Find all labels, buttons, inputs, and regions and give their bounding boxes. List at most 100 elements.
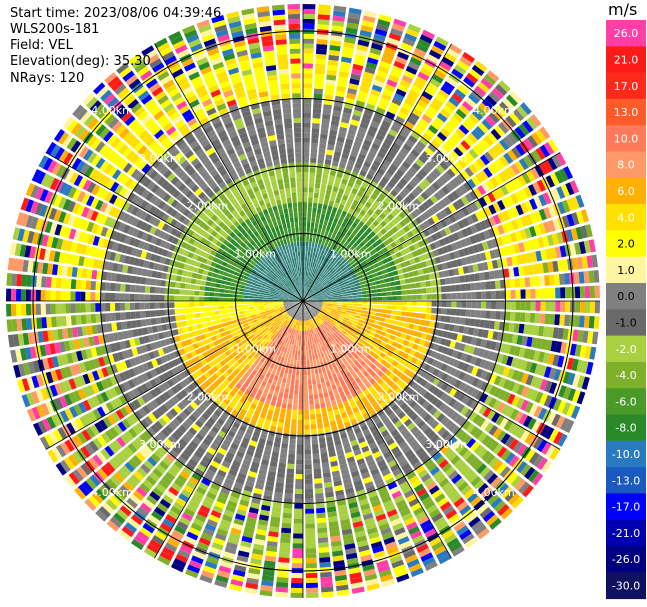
velocity-gate: [306, 355, 310, 361]
velocity-gate: [286, 348, 291, 354]
velocity-gate: [313, 286, 318, 291]
velocity-gate: [316, 305, 322, 308]
velocity-gate: [357, 297, 363, 301]
velocity-gate: [307, 216, 311, 223]
velocity-gate: [396, 290, 402, 296]
velocity-gate: [547, 261, 554, 273]
velocity-gate: [244, 432, 252, 440]
velocity-gate: [325, 84, 335, 91]
velocity-gate: [267, 409, 274, 416]
velocity-gate: [260, 433, 268, 440]
velocity-gate: [467, 132, 478, 144]
velocity-gate: [304, 305, 307, 311]
velocity-gate: [311, 284, 316, 290]
velocity-gate: [361, 260, 367, 266]
velocity-gate: [304, 315, 307, 321]
velocity-gate: [486, 260, 494, 270]
velocity-gate: [307, 295, 312, 299]
velocity-gate: [343, 268, 349, 274]
velocity-gate: [314, 483, 323, 489]
velocity-gate: [469, 318, 476, 327]
velocity-gate: [401, 445, 411, 454]
velocity-gate: [233, 481, 244, 490]
velocity-gate: [453, 146, 464, 157]
velocity-gate: [453, 369, 462, 379]
velocity-gate: [335, 349, 341, 355]
velocity-gate: [334, 146, 343, 153]
velocity-gate: [329, 285, 335, 289]
velocity-gate: [306, 304, 310, 309]
velocity-gate: [314, 68, 325, 75]
velocity-gate: [263, 387, 270, 394]
velocity-gate: [379, 163, 388, 172]
velocity-gate: [223, 456, 233, 464]
velocity-gate: [415, 262, 423, 270]
velocity-gate: [329, 195, 336, 202]
velocity-gate: [311, 273, 315, 279]
velocity-gate: [456, 230, 465, 240]
velocity-gate: [418, 118, 430, 128]
velocity-gate: [416, 331, 423, 339]
velocity-gate: [318, 367, 323, 374]
velocity-gate: [318, 223, 323, 230]
velocity-gate: [543, 395, 553, 408]
velocity-gate: [360, 313, 366, 318]
velocity-gate: [547, 205, 557, 218]
velocity-gate: [307, 303, 312, 307]
velocity-gate: [354, 530, 366, 538]
velocity-gate: [307, 299, 313, 301]
velocity-gate: [356, 306, 363, 310]
velocity-gate: [525, 361, 533, 373]
velocity-gate: [404, 260, 411, 267]
velocity-gate: [487, 164, 497, 175]
velocity-gate: [315, 408, 321, 415]
velocity-gate: [402, 233, 410, 241]
velocity-gate: [316, 212, 321, 219]
velocity-gate: [297, 355, 301, 361]
velocity-gate: [455, 428, 465, 439]
velocity-gate: [383, 232, 391, 240]
velocity-gate: [303, 177, 309, 183]
velocity-gate: [391, 305, 397, 310]
velocity-gate: [446, 348, 454, 357]
velocity-gate: [388, 128, 398, 138]
velocity-gate: [310, 307, 315, 311]
velocity-gate: [470, 213, 479, 223]
velocity-gate: [315, 58, 326, 65]
velocity-gate: [388, 324, 394, 330]
velocity-gate: [464, 193, 474, 203]
velocity-gate: [278, 339, 283, 346]
velocity-gate: [311, 142, 318, 149]
velocity-gate: [370, 541, 383, 549]
velocity-gate: [316, 163, 324, 169]
velocity-gate: [330, 310, 336, 314]
velocity-gate: [457, 481, 469, 492]
velocity-gate: [185, 569, 199, 579]
velocity-gate: [333, 228, 339, 235]
velocity-gate: [467, 245, 475, 255]
velocity-gate: [425, 334, 433, 341]
velocity-gate: [375, 312, 382, 317]
velocity-gate: [405, 554, 418, 564]
velocity-gate: [346, 557, 359, 565]
velocity-gate: [456, 198, 465, 208]
velocity-gate: [386, 79, 398, 88]
velocity-gate: [404, 98, 415, 107]
velocity-gate: [340, 518, 351, 526]
velocity-gate: [335, 444, 343, 451]
velocity-gate: [303, 172, 309, 178]
velocity-gate: [269, 425, 277, 432]
velocity-gate: [331, 222, 337, 229]
velocity-gate: [406, 230, 414, 239]
velocity-gate: [448, 203, 457, 213]
velocity-gate: [399, 190, 407, 199]
velocity-gate: [410, 567, 424, 578]
velocity-gate: [381, 468, 391, 477]
velocity-gate: [397, 256, 405, 263]
velocity-gate: [251, 387, 259, 394]
velocity-gate: [487, 228, 496, 238]
velocity-gate: [397, 202, 406, 211]
velocity-gate: [327, 259, 332, 265]
velocity-gate: [375, 133, 385, 142]
velocity-gate: [438, 146, 449, 156]
